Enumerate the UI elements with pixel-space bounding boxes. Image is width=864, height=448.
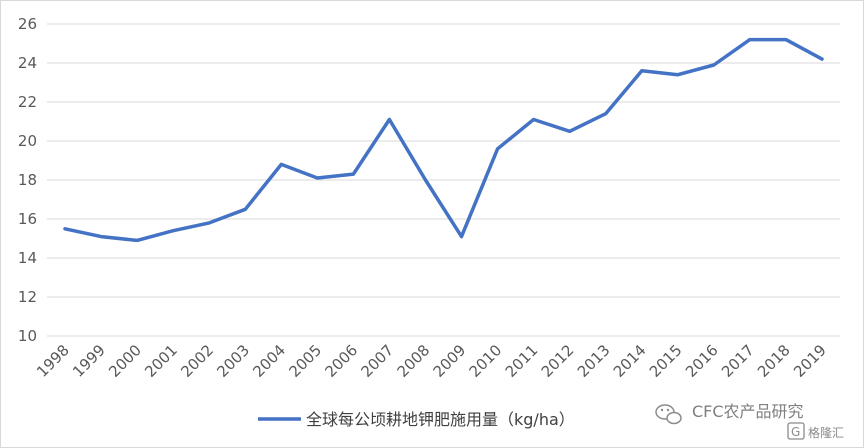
x-tick-label: 2009 bbox=[430, 341, 470, 381]
x-tick-label: 2013 bbox=[574, 341, 614, 381]
x-tick-label: 2006 bbox=[321, 341, 361, 381]
y-tick-label: 16 bbox=[18, 210, 37, 228]
svg-text:G: G bbox=[791, 425, 800, 439]
y-tick-label: 22 bbox=[18, 93, 37, 111]
y-tick-label: 26 bbox=[18, 15, 37, 33]
data-point bbox=[387, 118, 391, 122]
x-tick-label: 2010 bbox=[466, 341, 506, 381]
data-point bbox=[171, 229, 175, 233]
data-point bbox=[99, 235, 103, 239]
data-point bbox=[207, 221, 211, 225]
y-tick-label: 10 bbox=[18, 327, 37, 345]
x-tick-label: 1999 bbox=[69, 341, 109, 381]
x-tick-label: 2008 bbox=[394, 341, 434, 381]
x-tick-label: 2014 bbox=[610, 341, 650, 381]
data-point bbox=[712, 63, 716, 67]
x-tick-label: 2000 bbox=[105, 341, 145, 381]
y-tick-label: 14 bbox=[18, 249, 37, 267]
gridlines bbox=[47, 23, 840, 337]
watermark-logo-text: 格隆汇 bbox=[808, 425, 844, 440]
data-point bbox=[568, 129, 572, 133]
series-layer bbox=[63, 37, 824, 243]
gelonghui-logo-icon: G bbox=[787, 422, 805, 440]
data-point bbox=[243, 207, 247, 211]
data-point bbox=[532, 118, 536, 122]
data-point bbox=[604, 112, 608, 116]
x-tick-label: 2003 bbox=[213, 341, 253, 381]
x-tick-label: 2012 bbox=[538, 341, 578, 381]
data-point bbox=[460, 235, 464, 239]
x-tick-label: 2011 bbox=[502, 341, 542, 381]
x-tick-label: 2015 bbox=[646, 341, 686, 381]
data-point bbox=[135, 238, 139, 242]
y-tick-label: 24 bbox=[18, 54, 37, 72]
watermark: CFC农产品研究 G 格隆汇 bbox=[655, 402, 844, 440]
data-point bbox=[279, 162, 283, 166]
x-tick-label: 2002 bbox=[177, 341, 217, 381]
data-point bbox=[351, 172, 355, 176]
y-tick-label: 18 bbox=[18, 171, 37, 189]
x-axis-ticks: 1998199920002001200220032004200520062007… bbox=[33, 341, 830, 381]
series-line bbox=[63, 37, 824, 243]
data-point bbox=[640, 69, 644, 73]
y-axis-ticks: 10 12 14 16 18 20 22 24 26 bbox=[18, 15, 37, 345]
x-tick-label: 2004 bbox=[249, 341, 289, 381]
x-tick-label: 2018 bbox=[754, 341, 794, 381]
x-tick-label: 2017 bbox=[718, 341, 758, 381]
legend-label: 全球每公顷耕地钾肥施用量（kg/ha） bbox=[306, 410, 575, 429]
data-point bbox=[748, 38, 752, 42]
wechat-icon bbox=[655, 404, 682, 425]
x-tick-label: 2001 bbox=[141, 341, 181, 381]
x-tick-label: 1998 bbox=[33, 341, 73, 381]
data-point bbox=[496, 147, 500, 151]
x-tick-label: 2016 bbox=[682, 341, 722, 381]
legend: 全球每公顷耕地钾肥施用量（kg/ha） bbox=[258, 410, 575, 429]
data-point bbox=[820, 57, 824, 61]
x-tick-label: 2019 bbox=[790, 341, 830, 381]
x-tick-label: 2007 bbox=[358, 341, 398, 381]
data-point bbox=[63, 227, 67, 231]
watermark-text: CFC农产品研究 bbox=[692, 402, 804, 421]
data-point bbox=[676, 73, 680, 77]
data-point bbox=[315, 176, 319, 180]
data-point bbox=[423, 178, 427, 182]
y-tick-label: 12 bbox=[18, 288, 37, 306]
y-tick-label: 20 bbox=[18, 132, 37, 150]
x-tick-label: 2005 bbox=[285, 341, 325, 381]
data-point bbox=[784, 38, 788, 42]
